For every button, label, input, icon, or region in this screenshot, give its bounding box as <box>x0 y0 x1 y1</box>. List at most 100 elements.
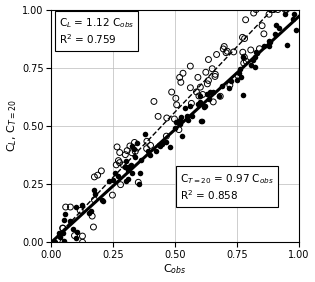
Point <box>156 114 161 119</box>
Point <box>173 126 178 131</box>
Point <box>243 17 248 22</box>
Point <box>110 193 115 197</box>
Point <box>195 75 200 80</box>
Point <box>200 118 205 123</box>
Point <box>106 179 112 184</box>
Point <box>285 43 290 47</box>
Point <box>164 134 169 138</box>
Point <box>61 231 66 236</box>
Point <box>194 90 199 94</box>
Point <box>222 44 227 49</box>
Point <box>127 144 132 148</box>
Point <box>254 51 259 56</box>
Point <box>63 212 68 216</box>
Point <box>179 133 184 138</box>
Point <box>177 117 182 122</box>
Text: C$_L$ = 1.12 C$_{obs}$
R$^2$ = 0.759: C$_L$ = 1.12 C$_{obs}$ R$^2$ = 0.759 <box>59 17 134 47</box>
Point <box>116 158 121 163</box>
Point <box>132 155 137 160</box>
Point <box>261 43 266 48</box>
Point <box>111 178 116 182</box>
Point <box>148 143 153 148</box>
Point <box>242 55 247 60</box>
Point <box>206 57 211 62</box>
Point <box>270 7 275 12</box>
Point <box>129 170 134 175</box>
Point <box>126 164 131 169</box>
Point <box>121 163 126 168</box>
Point <box>90 214 95 218</box>
Point <box>189 101 194 106</box>
Point <box>213 72 218 77</box>
Point <box>267 44 272 49</box>
Point <box>206 78 211 83</box>
Point <box>132 140 137 145</box>
Point <box>241 92 246 97</box>
Point <box>160 142 165 146</box>
Point <box>200 92 205 97</box>
Point <box>276 26 281 30</box>
Point <box>78 208 83 213</box>
Point <box>89 208 94 213</box>
Point <box>176 127 181 132</box>
Point <box>116 174 121 179</box>
Point <box>241 61 246 65</box>
Point <box>283 7 288 12</box>
Point <box>63 205 68 209</box>
Point <box>214 52 219 57</box>
Point <box>252 55 257 59</box>
Point <box>60 240 66 244</box>
Point <box>136 180 141 184</box>
Point <box>196 94 201 98</box>
Point <box>254 7 259 12</box>
Point <box>261 32 266 36</box>
Point <box>250 58 255 62</box>
X-axis label: C$_{obs}$: C$_{obs}$ <box>163 263 187 276</box>
Point <box>68 205 73 209</box>
Point <box>123 152 128 157</box>
Point <box>144 146 149 151</box>
Point <box>240 35 245 39</box>
Point <box>131 147 136 151</box>
Point <box>201 105 206 109</box>
Point <box>272 32 278 37</box>
Point <box>235 73 240 78</box>
Point <box>226 85 232 90</box>
Point <box>254 50 259 54</box>
Point <box>135 141 140 146</box>
Point <box>271 7 276 12</box>
Point <box>218 94 223 98</box>
Point <box>113 171 118 175</box>
Point <box>133 149 138 154</box>
Point <box>225 49 230 54</box>
Point <box>124 159 129 164</box>
Point <box>198 94 203 98</box>
Point <box>152 99 157 104</box>
Point <box>100 198 105 202</box>
Point <box>283 12 288 16</box>
Point <box>92 198 97 202</box>
Point <box>244 59 249 64</box>
Point <box>293 28 298 32</box>
Point <box>92 175 97 179</box>
Point <box>182 106 187 110</box>
Point <box>174 120 179 124</box>
Point <box>190 114 195 119</box>
Point <box>228 79 233 84</box>
Point <box>221 47 226 51</box>
Point <box>168 145 173 149</box>
Point <box>139 157 144 162</box>
Point <box>60 226 66 230</box>
Point <box>207 89 212 94</box>
Point <box>238 67 243 71</box>
Point <box>72 233 77 238</box>
Point <box>136 182 141 186</box>
Point <box>169 90 174 94</box>
Point <box>177 122 182 126</box>
Point <box>172 117 177 121</box>
Point <box>60 226 65 230</box>
Point <box>174 103 179 107</box>
Point <box>92 187 97 192</box>
Point <box>266 12 272 16</box>
Point <box>198 85 203 89</box>
